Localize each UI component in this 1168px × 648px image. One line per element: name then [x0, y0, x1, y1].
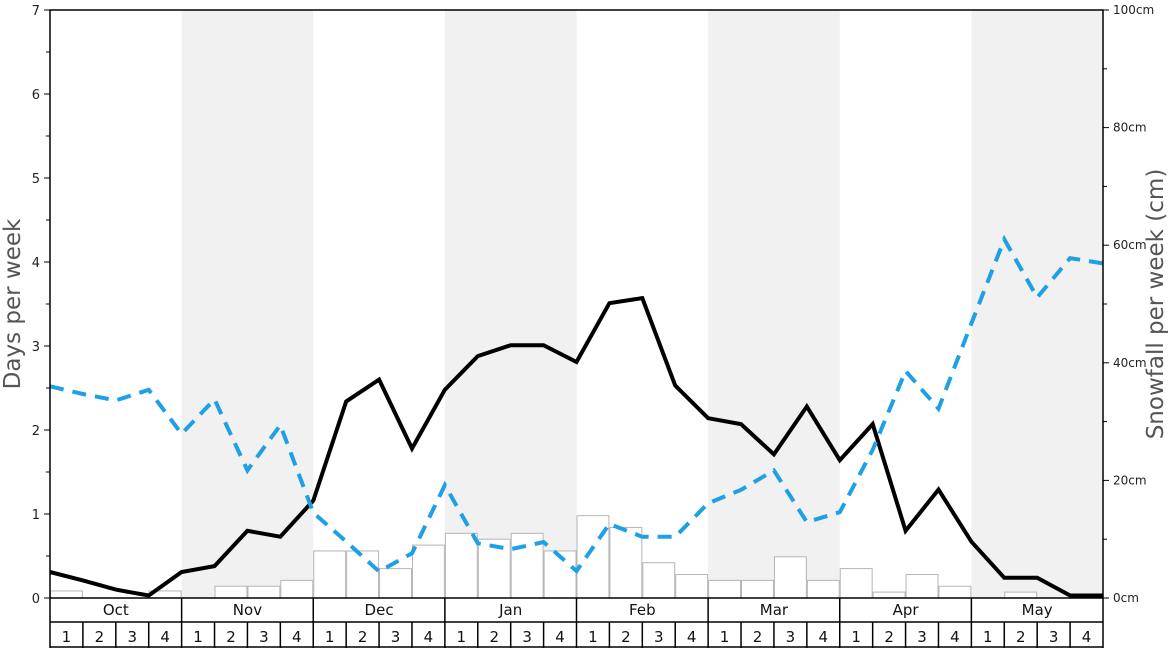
week-label: 2: [753, 628, 763, 646]
snowfall-bar: [1004, 591, 1038, 599]
week-label: 4: [687, 628, 697, 646]
month-shade-nov: [181, 10, 314, 598]
week-label: 2: [358, 628, 368, 646]
snowfall-bar: [477, 538, 511, 599]
week-label: 1: [193, 628, 203, 646]
week-label: 2: [884, 628, 894, 646]
month-label-dec: Dec: [365, 601, 394, 619]
week-label: 3: [391, 628, 401, 646]
month-label-jan: Jan: [498, 601, 522, 619]
month-shade-jan: [444, 10, 577, 598]
week-label: 1: [325, 628, 335, 646]
week-label: 4: [160, 628, 170, 646]
week-label: 1: [588, 628, 598, 646]
right-tick-label: 80cm: [1113, 121, 1147, 135]
week-label: 3: [127, 628, 137, 646]
month-shading-layer: [181, 10, 1103, 598]
left-tick-label: 3: [32, 340, 40, 355]
snowfall-bar: [872, 591, 906, 599]
left-tick-label: 5: [32, 172, 40, 187]
right-axis: 0cm 20cm 40cm 60cm 80cm 100cm: [1103, 3, 1154, 605]
snowfall-bar: [313, 550, 347, 599]
month-shade-mar: [708, 10, 840, 598]
right-axis-title: Snowfall per week (cm): [1143, 169, 1168, 440]
right-tick-label: 20cm: [1113, 473, 1147, 487]
week-label: 4: [424, 628, 434, 646]
week-label: 1: [720, 628, 730, 646]
right-tick-label: 0cm: [1113, 591, 1139, 605]
week-label: 3: [1049, 628, 1059, 646]
left-tick-label: 7: [32, 4, 40, 19]
week-label: 1: [457, 628, 467, 646]
right-tick-label: 100cm: [1113, 3, 1154, 17]
week-label: 2: [621, 628, 631, 646]
snowfall-bar: [741, 579, 774, 599]
snowfall-bar: [50, 590, 83, 599]
snowfall-bar: [773, 556, 807, 599]
week-label: 3: [522, 628, 532, 646]
snowfall-bar: [642, 562, 676, 599]
snowfall-bar: [708, 579, 742, 599]
snowfall-bar: [938, 585, 972, 599]
month-label-may: May: [1022, 601, 1053, 619]
week-label: 3: [786, 628, 796, 646]
left-axis-title: Days per week: [0, 218, 26, 389]
snowfall-bar: [609, 526, 643, 599]
right-tick-label: 60cm: [1113, 238, 1147, 252]
right-tick-label: 40cm: [1113, 356, 1147, 370]
x-axis: Oct 1 2 3 4 Nov 1 2 3 4 Dec 1 2 3 4 Jan 1 2 3 4 Feb 1 2 3 4 Mar 1 2…: [49, 598, 1104, 648]
week-label: 3: [259, 628, 269, 646]
left-tick-label: 2: [32, 424, 40, 439]
month-label-mar: Mar: [760, 601, 789, 619]
snowfall-bar: [411, 544, 445, 599]
week-label: 4: [819, 628, 829, 646]
week-label: 2: [1016, 628, 1026, 646]
week-label: 4: [950, 628, 960, 646]
week-label: 1: [851, 628, 861, 646]
month-label-oct: Oct: [103, 601, 129, 619]
month-shade-may: [971, 10, 1103, 598]
left-axis: 0 1 2 3 4 5 6 7: [32, 4, 50, 607]
left-tick-label: 0: [32, 592, 40, 607]
week-label: 2: [95, 628, 105, 646]
lines-layer: [49, 234, 1104, 598]
left-tick-label: 6: [32, 88, 40, 103]
week-label: 2: [489, 628, 499, 646]
week-label: 1: [983, 628, 993, 646]
snowfall-bar: [247, 585, 281, 599]
snowfall-bar: [905, 573, 939, 599]
snowfall-bar: [839, 568, 873, 599]
snowfall-bar: [280, 579, 314, 599]
snowfall-bar: [444, 532, 478, 599]
week-label: 4: [1082, 628, 1092, 646]
left-tick-label: 1: [32, 508, 40, 523]
snowfall-bar: [675, 573, 709, 599]
week-label: 3: [654, 628, 664, 646]
month-label-nov: Nov: [233, 601, 262, 619]
left-tick-label: 4: [32, 256, 40, 271]
snowfall-bar: [214, 585, 248, 599]
snow-depth-line: [49, 234, 1104, 574]
snowfall-bar: [379, 568, 412, 599]
snowfall-bar: [346, 550, 380, 599]
week-label: 3: [917, 628, 927, 646]
month-label-apr: Apr: [893, 601, 920, 619]
week-label: 2: [226, 628, 236, 646]
month-label-feb: Feb: [629, 601, 656, 619]
week-label: 1: [62, 628, 72, 646]
week-label: 4: [555, 628, 565, 646]
snow-days-line: [49, 295, 1103, 598]
snowfall-bar: [806, 579, 840, 599]
week-label: 4: [292, 628, 302, 646]
